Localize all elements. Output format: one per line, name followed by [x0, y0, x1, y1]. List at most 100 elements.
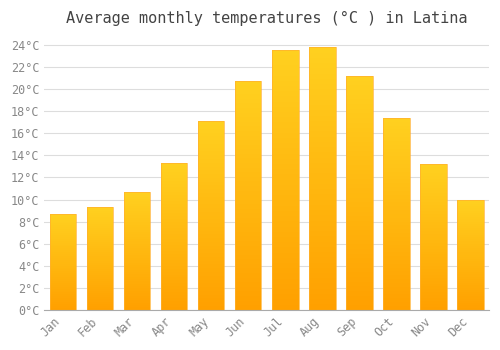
Bar: [235, 168, 262, 172]
Bar: [198, 163, 224, 167]
Bar: [50, 245, 76, 246]
Bar: [198, 133, 224, 136]
Bar: [383, 122, 409, 126]
Bar: [50, 258, 76, 260]
Bar: [198, 242, 224, 246]
Bar: [235, 301, 262, 305]
Bar: [309, 220, 336, 226]
Bar: [309, 247, 336, 252]
Bar: [124, 305, 150, 307]
Bar: [346, 81, 372, 85]
Bar: [346, 216, 372, 221]
Bar: [198, 174, 224, 178]
Bar: [86, 291, 114, 293]
Bar: [272, 201, 298, 206]
Bar: [457, 305, 483, 308]
Bar: [161, 184, 188, 187]
Bar: [124, 265, 150, 267]
Bar: [161, 237, 188, 239]
Bar: [420, 289, 446, 292]
Bar: [272, 138, 298, 143]
Bar: [124, 237, 150, 239]
Bar: [346, 90, 372, 95]
Bar: [50, 302, 76, 304]
Bar: [161, 292, 188, 295]
Bar: [420, 272, 446, 275]
Bar: [383, 264, 409, 267]
Bar: [161, 222, 188, 225]
Bar: [457, 230, 483, 233]
Bar: [383, 287, 409, 290]
Bar: [124, 291, 150, 293]
Bar: [50, 277, 76, 279]
Bar: [309, 53, 336, 58]
Bar: [235, 287, 262, 292]
Bar: [272, 65, 298, 70]
Bar: [198, 170, 224, 174]
Bar: [420, 284, 446, 286]
Bar: [235, 204, 262, 209]
Bar: [457, 299, 483, 301]
Bar: [420, 217, 446, 219]
Bar: [272, 268, 298, 273]
Bar: [235, 292, 262, 296]
Bar: [309, 252, 336, 257]
Bar: [457, 199, 483, 202]
Bar: [272, 102, 298, 107]
Bar: [457, 270, 483, 272]
Bar: [124, 300, 150, 303]
Bar: [420, 275, 446, 278]
Bar: [235, 214, 262, 218]
Bar: [235, 273, 262, 278]
Bar: [86, 226, 114, 228]
Bar: [235, 232, 262, 236]
Bar: [309, 79, 336, 84]
Bar: [420, 304, 446, 307]
Bar: [86, 254, 114, 257]
Bar: [272, 97, 298, 102]
Bar: [346, 76, 372, 310]
Bar: [198, 167, 224, 170]
Bar: [86, 217, 114, 219]
Bar: [272, 143, 298, 148]
Bar: [272, 60, 298, 65]
Bar: [50, 243, 76, 245]
Bar: [86, 211, 114, 214]
Bar: [272, 206, 298, 211]
Bar: [235, 140, 262, 145]
Bar: [346, 104, 372, 109]
Bar: [124, 248, 150, 251]
Bar: [309, 126, 336, 131]
Bar: [272, 294, 298, 299]
Bar: [383, 225, 409, 229]
Bar: [86, 207, 114, 209]
Bar: [420, 164, 446, 310]
Bar: [309, 168, 336, 173]
Bar: [86, 222, 114, 224]
Bar: [198, 208, 224, 212]
Bar: [383, 164, 409, 168]
Bar: [198, 276, 224, 280]
Bar: [309, 189, 336, 194]
Bar: [235, 135, 262, 140]
Bar: [309, 304, 336, 310]
Bar: [124, 239, 150, 241]
Bar: [50, 231, 76, 233]
Bar: [86, 273, 114, 275]
Bar: [420, 211, 446, 214]
Bar: [235, 117, 262, 122]
Bar: [309, 231, 336, 236]
Bar: [457, 252, 483, 254]
Bar: [383, 195, 409, 198]
Bar: [420, 243, 446, 246]
Bar: [86, 277, 114, 279]
Bar: [50, 289, 76, 290]
Bar: [346, 127, 372, 132]
Bar: [420, 179, 446, 182]
Bar: [86, 289, 114, 291]
Bar: [383, 187, 409, 191]
Bar: [457, 268, 483, 270]
Bar: [457, 241, 483, 244]
Bar: [198, 246, 224, 250]
Bar: [383, 153, 409, 156]
